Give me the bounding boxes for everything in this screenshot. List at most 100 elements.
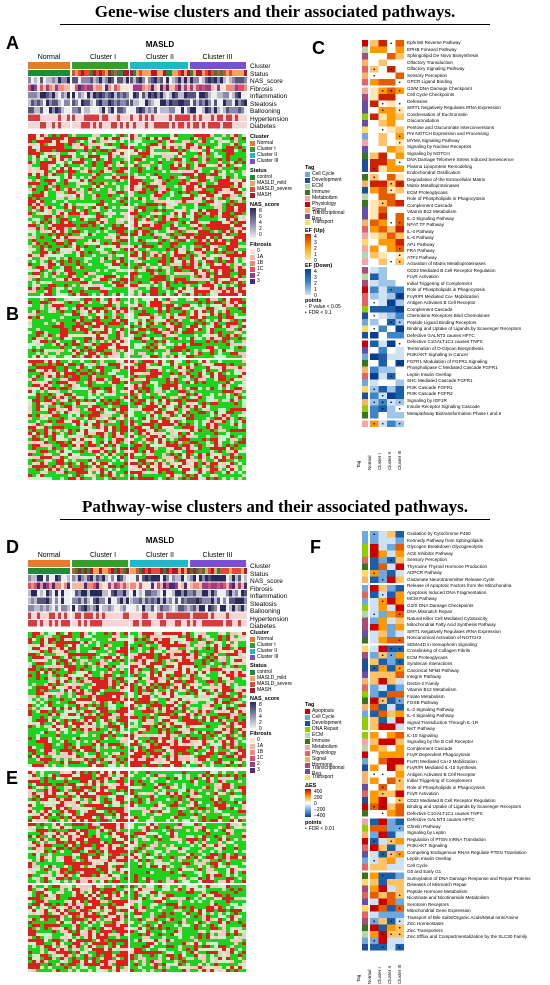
heatmap-cell [108, 281, 112, 284]
heatmap-cell [182, 176, 186, 179]
heatmap-cell [146, 281, 150, 284]
section2-title: Pathway-wise clusters and their associat… [82, 497, 468, 516]
heatmap-cell [88, 236, 92, 239]
heatmap-cell [214, 179, 218, 182]
heatmap-cell [198, 206, 202, 209]
heatmap-cell [104, 194, 108, 197]
annot-row-cell [55, 122, 58, 129]
heatmap-cell [88, 209, 92, 212]
heatmap-cell [202, 340, 206, 343]
annot-row-cell [55, 99, 58, 106]
heatmap-cell [64, 360, 68, 363]
heatmap-cell [178, 360, 182, 363]
heatmap-cell [150, 176, 154, 179]
heatmap-cell [218, 316, 222, 319]
annot-status-cell [96, 70, 99, 76]
heatmap-cell [116, 248, 120, 251]
heatmap-cell [154, 257, 158, 260]
heatmap-cell [134, 310, 138, 313]
heatmap-cell [64, 224, 68, 227]
heatmap-cell [146, 140, 150, 143]
heatmap-cell [182, 298, 186, 301]
annot-row-cell [163, 92, 166, 99]
annot-status-cell [99, 70, 102, 76]
heatmap-cell [44, 293, 48, 296]
heatmap-cell [226, 242, 230, 245]
annot-row-cell [123, 114, 126, 121]
annot-row-cell [193, 122, 196, 129]
heatmap-cell [206, 245, 210, 248]
heatmap-cell [194, 257, 198, 260]
heatmap-cell [210, 152, 214, 155]
heatmap-cell [48, 313, 52, 316]
heatmap-cell [218, 239, 222, 242]
heatmap-cell [174, 182, 178, 185]
heatmap-cell [158, 176, 162, 179]
heatmap-cell [222, 236, 226, 239]
heatmap-cell [100, 224, 104, 227]
annot-row-cell [163, 122, 166, 129]
heatmap-cell [166, 313, 170, 316]
heatmap-cell [206, 218, 210, 221]
heatmap-cell [104, 363, 108, 366]
heatmap-cell [52, 209, 56, 212]
annot-row-cell [67, 84, 70, 91]
heatmap-cell [72, 248, 76, 251]
heatmap-cell [202, 316, 206, 319]
heatmap-cell [150, 218, 154, 221]
heatmap-cell [32, 346, 36, 349]
heatmap-cell [130, 143, 134, 146]
annot-row-cell [108, 92, 111, 99]
heatmap-cell [120, 287, 124, 290]
heatmap-cell [52, 149, 56, 152]
heatmap-cell [124, 278, 128, 281]
heatmap-cell [210, 194, 214, 197]
heatmap-cell [72, 328, 76, 331]
heatmap-cell [108, 158, 112, 161]
heatmap-cell [142, 185, 146, 188]
heatmap-cell [186, 206, 190, 209]
heatmap-cell [120, 134, 124, 137]
annot-row-cell [244, 114, 247, 121]
heatmap-cell [112, 325, 116, 328]
heatmap-cell [80, 230, 84, 233]
heatmap-cell [92, 334, 96, 337]
heatmap-cell [150, 146, 154, 149]
heatmap-cell [222, 275, 226, 278]
heatmap-cell [48, 390, 52, 393]
heatmap-cell [238, 161, 242, 164]
heatmap-cell [150, 290, 154, 293]
heatmap-cell [146, 287, 150, 290]
heatmap-cell [64, 393, 68, 396]
annot-row-cell [166, 122, 169, 129]
heatmap-cell [28, 227, 32, 230]
heatmap-cell [84, 322, 88, 325]
heatmap-cell [48, 143, 52, 146]
heatmap-cell [76, 337, 80, 340]
heatmap-cell [134, 203, 138, 206]
heatmap-cell [242, 313, 246, 316]
heatmap-cell [108, 290, 112, 293]
annot-row-cell [96, 107, 99, 114]
heatmap-cell [64, 146, 68, 149]
heatmap-cell [198, 340, 202, 343]
heatmap-cell [100, 393, 104, 396]
heatmap-cell [48, 224, 52, 227]
heatmap-cell [218, 310, 222, 313]
heatmap-cell [48, 200, 52, 203]
heatmap-cell [238, 313, 242, 316]
heatmap-cell [32, 239, 36, 242]
heatmap-cell [52, 167, 56, 170]
heatmap-cell [186, 149, 190, 152]
heatmap-cell [60, 191, 64, 194]
heatmap-cell [60, 173, 64, 176]
heatmap-cell [218, 293, 222, 296]
heatmap-cell [64, 375, 68, 378]
heatmap-cell [48, 134, 52, 137]
annot-row-cell [166, 84, 169, 91]
heatmap-cell [134, 245, 138, 248]
heatmap-cell [202, 191, 206, 194]
heatmap-cell [120, 245, 124, 248]
annot-status-cell [181, 70, 184, 76]
heatmap-cell [92, 301, 96, 304]
